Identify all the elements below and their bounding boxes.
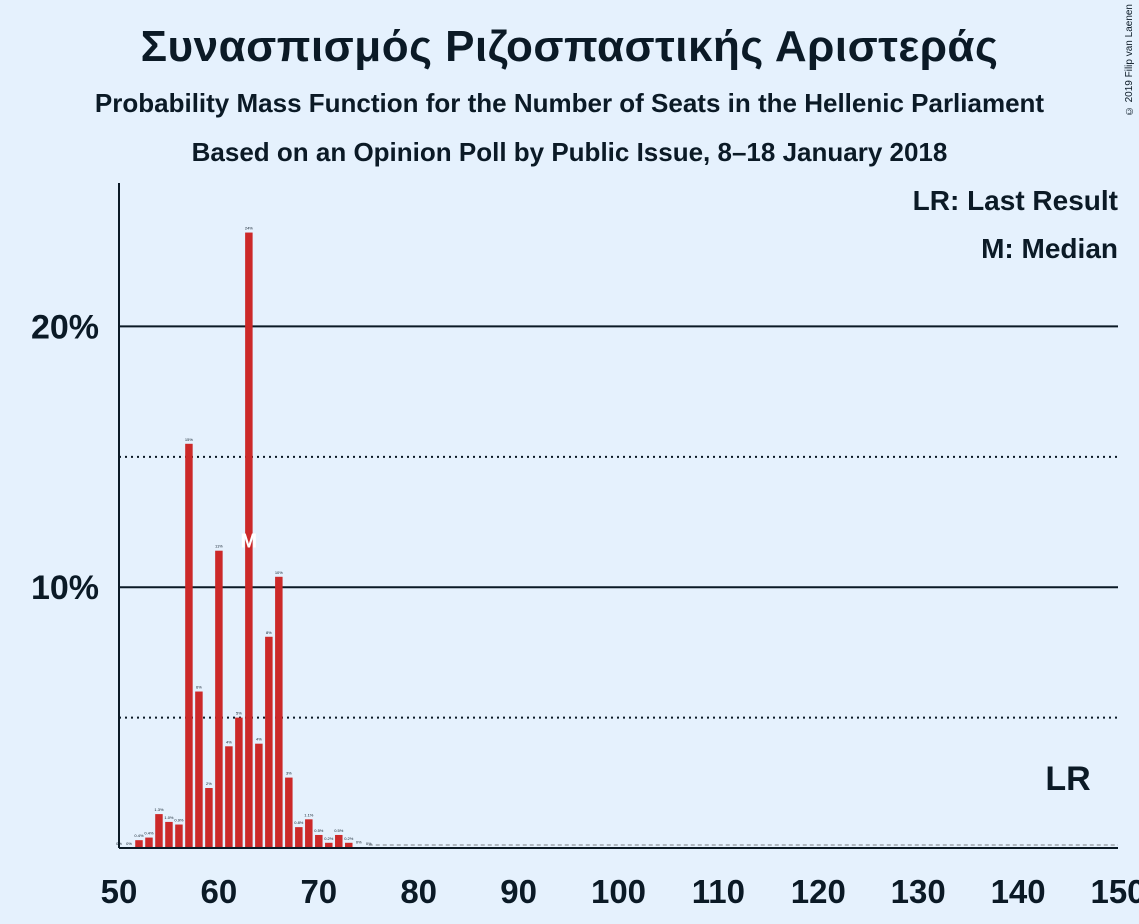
- bar-label-56: 0.9%: [174, 818, 184, 823]
- bar-61: [225, 746, 233, 848]
- bar-63: [245, 232, 253, 849]
- bar-68: [295, 827, 303, 848]
- bar-67: [285, 777, 293, 848]
- bar-71: [325, 842, 333, 848]
- x-tick-label-150: 150: [1090, 873, 1139, 910]
- bar-55: [165, 821, 173, 848]
- median-marker: M: [241, 530, 258, 552]
- bar-label-51: 0%: [126, 841, 132, 846]
- bar-label-73: 0.2%: [344, 836, 354, 841]
- bar-69: [305, 819, 313, 848]
- bar-53: [145, 837, 153, 848]
- x-tick-label-100: 100: [591, 873, 646, 910]
- bar-57: [185, 443, 193, 848]
- bar-70: [315, 834, 323, 848]
- bar-labels: 0%0%0.4%0.4%1.3%1.0%0.9%15%6%2%11%4%5%24…: [116, 226, 372, 846]
- bar-label-59: 2%: [206, 781, 212, 786]
- bar-label-74: 0%: [356, 840, 362, 845]
- x-tick-label-80: 80: [400, 873, 437, 910]
- bar-59: [205, 788, 213, 848]
- x-tick-label-50: 50: [101, 873, 138, 910]
- chart-subtitle: Probability Mass Function for the Number…: [94, 88, 1045, 118]
- y-tick-label-10: 10%: [31, 569, 99, 607]
- y-tick-labels: 10% 20%: [31, 308, 99, 607]
- chart-title: Συνασπισμός Ριζοσπαστικής Αριστεράς: [140, 22, 999, 71]
- x-tick-label-140: 140: [991, 873, 1046, 910]
- bar-label-63: 24%: [245, 226, 253, 231]
- bar-73: [345, 842, 353, 848]
- bar-54: [155, 814, 163, 848]
- bar-56: [175, 824, 183, 848]
- bar-label-65: 8%: [266, 630, 272, 635]
- x-tick-label-90: 90: [500, 873, 537, 910]
- bar-label-64: 4%: [256, 737, 262, 742]
- bar-label-57: 15%: [185, 437, 193, 442]
- bar-58: [195, 691, 203, 848]
- y-tick-label-20: 20%: [31, 308, 99, 346]
- chart-subtitle-source: Based on an Opinion Poll by Public Issue…: [191, 137, 948, 167]
- bar-label-71: 0.2%: [324, 836, 334, 841]
- bar-65: [265, 636, 273, 848]
- x-tick-label-120: 120: [791, 873, 846, 910]
- bar-62: [235, 717, 243, 848]
- bar-label-67: 3%: [286, 771, 292, 776]
- bar-label-62: 5%: [236, 711, 242, 716]
- bar-label-53: 0.4%: [144, 831, 154, 836]
- bar-label-61: 4%: [226, 739, 232, 744]
- legend-last-result: LR: Last Result: [913, 185, 1118, 216]
- bar-label-60: 11%: [215, 544, 223, 549]
- bar-label-66: 10%: [275, 570, 283, 575]
- bar-72: [335, 834, 343, 848]
- x-tick-label-60: 60: [201, 873, 238, 910]
- bar-label-68: 0.8%: [294, 820, 304, 825]
- bar-label-58: 6%: [196, 685, 202, 690]
- bar-52: [135, 840, 143, 848]
- bar-label-52: 0.4%: [134, 833, 144, 838]
- x-tick-labels: 50 60 70 80 90 100 110 120 130 140 150: [101, 873, 1139, 910]
- last-result-label: LR: [1045, 760, 1090, 798]
- bar-label-70: 0.5%: [314, 828, 324, 833]
- legend-median: M: Median: [981, 233, 1118, 264]
- bar-label-54: 1.3%: [154, 807, 164, 812]
- x-tick-label-110: 110: [692, 873, 745, 910]
- bar-66: [275, 576, 283, 848]
- grid-lines: [119, 325, 1118, 719]
- bar-label-75: 0%: [366, 841, 372, 846]
- bar-label-69: 1.1%: [304, 812, 314, 817]
- x-tick-label-130: 130: [891, 873, 946, 910]
- bar-60: [215, 550, 223, 848]
- bars: [135, 232, 353, 849]
- bar-label-72: 0.5%: [334, 828, 344, 833]
- bar-label-55: 1.0%: [164, 815, 174, 820]
- bar-64: [255, 743, 263, 848]
- x-tick-label-70: 70: [300, 873, 337, 910]
